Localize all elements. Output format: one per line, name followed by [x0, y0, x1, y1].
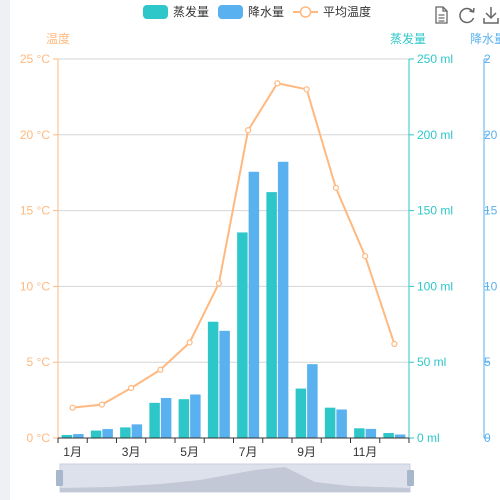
axis-name-evaporation: 蒸发量	[390, 31, 426, 46]
bar-precipitation[interactable]	[160, 397, 172, 438]
y-tick-label-evaporation: 150 ml	[417, 204, 453, 218]
point-temperature[interactable]	[274, 80, 281, 87]
point-temperature[interactable]	[128, 384, 135, 392]
point-temperature[interactable]	[245, 127, 252, 134]
grid-lines	[58, 58, 409, 363]
toolbox	[435, 6, 499, 24]
point-temperature[interactable]	[362, 252, 369, 260]
legend-label-evaporation: 蒸发量	[173, 4, 209, 19]
y-tick-label-temperature: 0 °C	[27, 431, 51, 445]
y-tick-label-precipitation: 10	[484, 279, 498, 293]
y-tick-label-temperature: 20 °C	[20, 128, 50, 142]
x-tick-label: 7月	[239, 445, 258, 459]
line-series	[69, 80, 398, 411]
bar-precipitation[interactable]	[307, 364, 318, 438]
legend-item-precipitation[interactable]: 降水量	[218, 5, 284, 19]
point-temperature[interactable]	[69, 404, 76, 411]
point-temperature[interactable]	[215, 280, 222, 287]
bar-precipitation[interactable]	[190, 394, 201, 438]
y-tick-label-evaporation: 200 ml	[417, 128, 453, 142]
point-temperature[interactable]	[157, 366, 164, 373]
bar-precipitation[interactable]	[102, 429, 113, 438]
x-tick-label: 3月	[122, 445, 141, 459]
bar-evaporation[interactable]	[324, 407, 336, 438]
datazoom-shadow	[60, 467, 410, 492]
legend-item-evaporation[interactable]: 蒸发量	[143, 4, 209, 19]
restore-icon[interactable]	[459, 7, 475, 24]
y-tick-label-evaporation: 0 ml	[417, 431, 440, 445]
axis-name-precipitation: 降水量	[470, 32, 500, 46]
line-temperature	[72, 82, 396, 409]
datazoom-handle-right[interactable]	[407, 470, 414, 486]
datazoom-handle-left[interactable]	[56, 470, 63, 486]
legend-marker-temperature	[299, 6, 312, 18]
x-tick-label: 5月	[180, 445, 199, 459]
legend: 蒸发量 降水量 平均温度	[143, 4, 371, 19]
bar-precipitation[interactable]	[394, 434, 406, 438]
x-tick-label: 1月	[63, 445, 82, 459]
y-tick-label-evaporation: 100 ml	[417, 279, 453, 293]
bar-evaporation[interactable]	[354, 428, 365, 438]
legend-swatch-evaporation	[143, 5, 168, 19]
bar-precipitation[interactable]	[248, 171, 260, 438]
bar-evaporation[interactable]	[120, 427, 131, 438]
bar-evaporation[interactable]	[61, 434, 73, 438]
bar-evaporation[interactable]	[295, 388, 307, 438]
y-tick-label-temperature: 5 °C	[27, 355, 51, 369]
point-temperature[interactable]	[391, 340, 398, 348]
axis-name-temperature: 温度	[46, 31, 70, 46]
y-tick-label-evaporation: 50 ml	[417, 355, 446, 369]
legend-label-precipitation: 降水量	[248, 5, 284, 19]
y-tick-label-temperature: 25 °C	[20, 52, 50, 66]
bar-precipitation[interactable]	[73, 434, 84, 438]
point-temperature[interactable]	[303, 86, 310, 93]
y-tick-label-temperature: 15 °C	[20, 204, 50, 218]
bar-evaporation[interactable]	[266, 192, 277, 438]
y-tick-label-precipitation: 15	[484, 204, 498, 218]
bar-evaporation[interactable]	[90, 430, 102, 438]
bar-evaporation[interactable]	[207, 321, 219, 438]
point-temperature[interactable]	[98, 401, 105, 408]
y-tick-label-evaporation: 250 ml	[417, 52, 453, 66]
bar-evaporation[interactable]	[149, 402, 160, 438]
save-image-icon[interactable]	[483, 7, 499, 24]
x-tick-label: 11月	[353, 445, 377, 459]
point-temperature[interactable]	[332, 184, 339, 191]
y-tick-label-precipitation: 20	[484, 128, 498, 142]
bar-evaporation[interactable]	[178, 399, 190, 438]
x-tick-label: 9月	[297, 445, 316, 459]
bar-evaporation[interactable]	[237, 232, 248, 438]
point-temperature[interactable]	[186, 339, 193, 346]
bar-evaporation[interactable]	[383, 432, 394, 438]
page-left-strip	[0, 0, 10, 500]
legend-item-temperature[interactable]: 平均温度	[293, 4, 371, 19]
legend-swatch-precipitation	[218, 5, 243, 19]
bar-series	[61, 161, 406, 439]
datazoom-slider[interactable]	[56, 463, 414, 493]
bar-precipitation[interactable]	[219, 330, 230, 438]
legend-label-temperature: 平均温度	[323, 4, 371, 19]
bar-precipitation[interactable]	[336, 409, 347, 438]
y-tick-label-temperature: 10 °C	[20, 279, 50, 293]
bar-precipitation[interactable]	[277, 161, 289, 439]
bar-precipitation[interactable]	[365, 428, 377, 438]
bar-precipitation[interactable]	[131, 424, 143, 438]
data-view-icon[interactable]	[435, 6, 448, 24]
